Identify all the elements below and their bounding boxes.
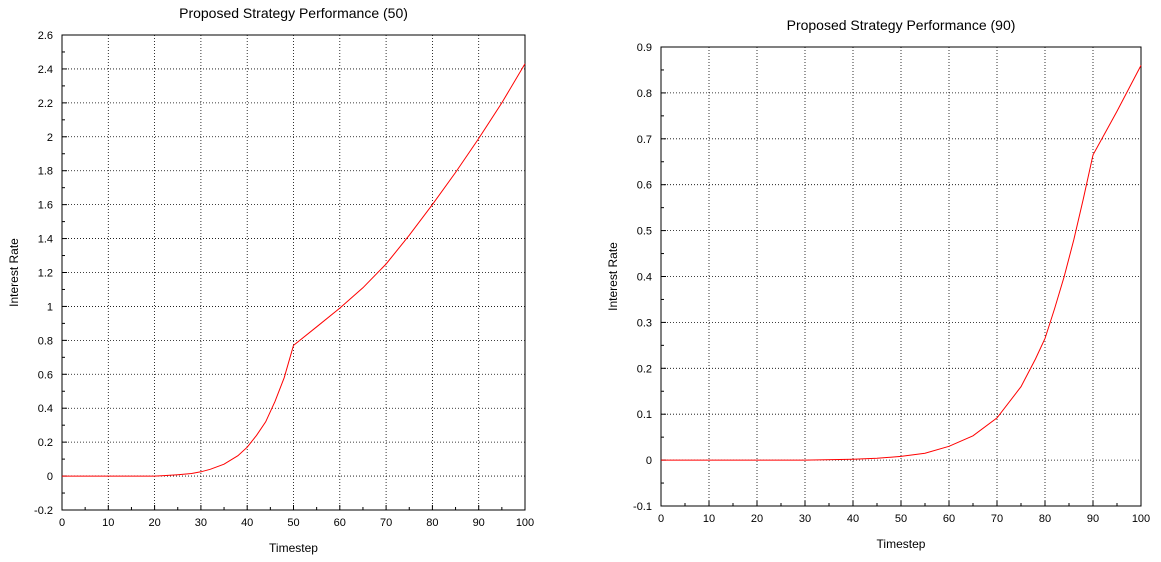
y-axis-label: Interest Rate [606, 242, 620, 311]
x-axis-label: Timestep [269, 541, 318, 555]
chart-right: Proposed Strategy Performance (90) Times… [606, 17, 1150, 551]
x-tick-label: 60 [943, 513, 955, 525]
x-tick-label: 90 [473, 517, 485, 529]
x-tick-label: 80 [426, 517, 438, 529]
x-tick-label: 30 [195, 517, 207, 529]
y-tick-label: 0 [47, 471, 53, 483]
x-tick-label: 70 [991, 513, 1003, 525]
chart-title: Proposed Strategy Performance (90) [787, 17, 1016, 33]
x-tick-label: 70 [380, 517, 392, 529]
x-tick-label: 80 [1039, 513, 1051, 525]
y-tick-label: 0.4 [38, 403, 53, 415]
x-tick-label: 0 [658, 513, 664, 525]
y-tick-label: 1 [47, 301, 53, 313]
x-tick-label: 20 [751, 513, 763, 525]
y-tick-label: 0.4 [637, 272, 652, 284]
x-tick-label: 90 [1087, 513, 1099, 525]
y-tick-label: 0.8 [38, 335, 53, 347]
chart-left: Proposed Strategy Performance (50) Times… [7, 5, 534, 555]
y-tick-label: 1.2 [38, 268, 53, 280]
y-tick-label: 1.4 [38, 234, 53, 246]
series-line [661, 65, 1142, 461]
y-tick-label: 2 [47, 132, 53, 144]
x-tick-label: 30 [799, 513, 811, 525]
y-tick-label: -0.2 [34, 505, 53, 517]
x-tick-label: 20 [148, 517, 160, 529]
x-tick-label: 60 [334, 517, 346, 529]
series-line [62, 63, 526, 477]
x-tick-label: 100 [516, 517, 534, 529]
x-tick-label: 40 [241, 517, 253, 529]
y-tick-label: 2.6 [38, 30, 53, 42]
x-axis-label: Timestep [877, 537, 926, 551]
y-tick-label: 1.8 [38, 166, 53, 178]
x-tick-label: 100 [1132, 513, 1150, 525]
y-tick-label: 0.6 [637, 180, 652, 192]
y-tick-label: 0.3 [637, 317, 652, 329]
y-tick-label: 0.6 [38, 369, 53, 381]
y-tick-label: 2.4 [38, 64, 53, 76]
y-tick-label: -0.1 [633, 501, 652, 513]
x-tick-label: 10 [703, 513, 715, 525]
y-tick-label: 0.2 [637, 363, 652, 375]
x-tick-label: 50 [287, 517, 299, 529]
y-tick-label: 0.9 [637, 42, 652, 54]
y-tick-label: 0.5 [637, 226, 652, 238]
x-tick-label: 0 [59, 517, 65, 529]
y-tick-label: 2.2 [38, 98, 53, 110]
x-tick-label: 50 [895, 513, 907, 525]
y-tick-label: 0.8 [637, 88, 652, 100]
y-tick-label: 1.6 [38, 200, 53, 212]
y-tick-label: 0 [646, 455, 652, 467]
x-tick-label: 40 [847, 513, 859, 525]
x-tick-label: 10 [102, 517, 114, 529]
y-tick-label: 0.2 [38, 437, 53, 449]
chart-title: Proposed Strategy Performance (50) [179, 5, 408, 21]
y-axis-label: Interest Rate [7, 238, 21, 307]
y-tick-label: 0.1 [637, 409, 652, 421]
y-tick-label: 0.7 [637, 134, 652, 146]
